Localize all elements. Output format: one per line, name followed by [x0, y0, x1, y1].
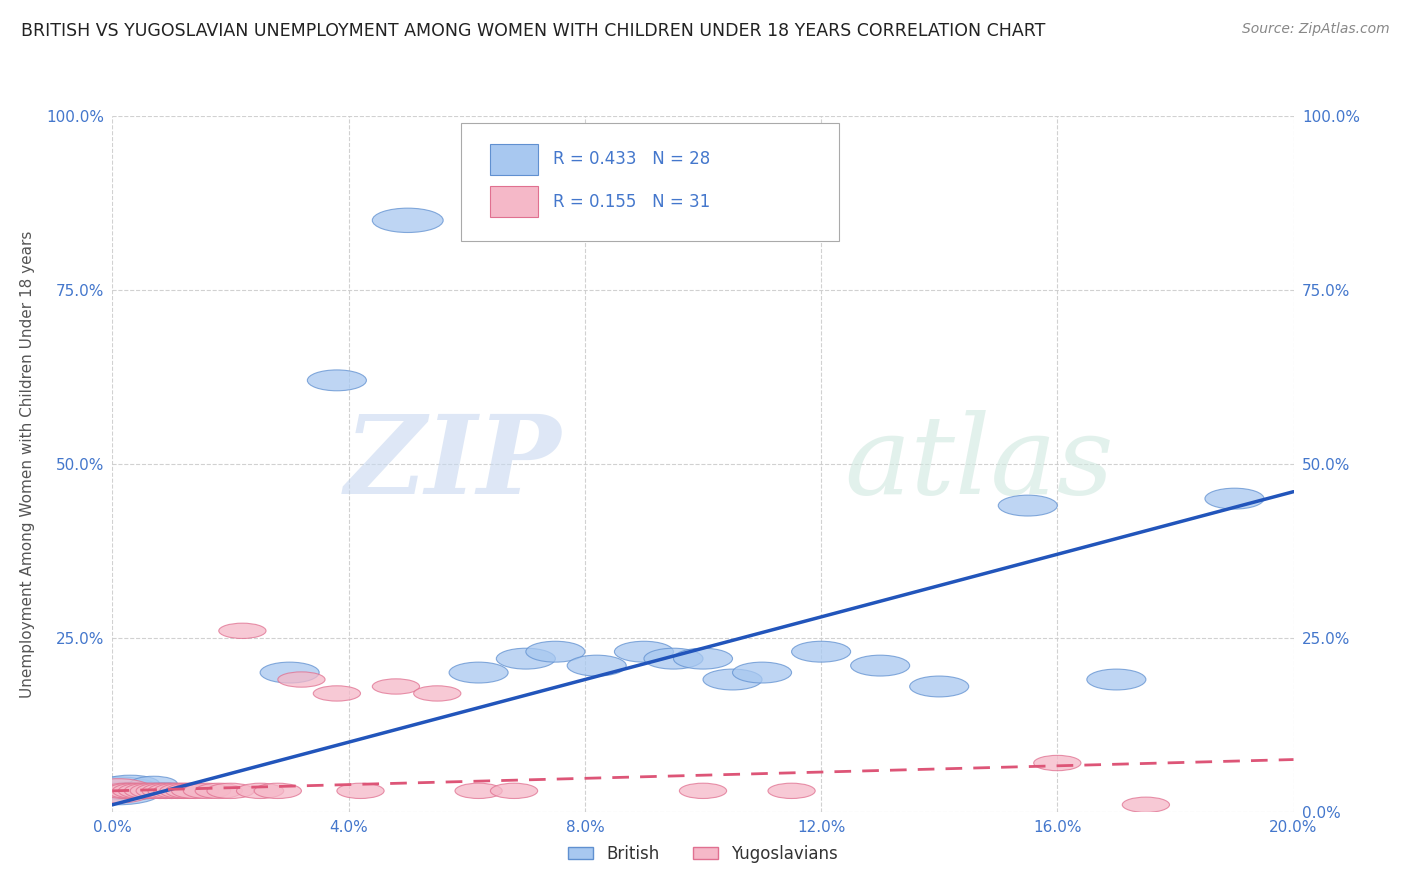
Ellipse shape [219, 624, 266, 639]
Ellipse shape [703, 669, 762, 690]
Ellipse shape [94, 782, 153, 799]
Ellipse shape [124, 783, 172, 798]
Ellipse shape [195, 783, 242, 798]
Text: R = 0.155   N = 31: R = 0.155 N = 31 [553, 193, 710, 211]
Ellipse shape [278, 672, 325, 687]
Ellipse shape [153, 783, 201, 798]
Ellipse shape [733, 662, 792, 683]
Ellipse shape [456, 783, 502, 798]
Ellipse shape [254, 783, 301, 798]
FancyBboxPatch shape [491, 186, 537, 217]
Ellipse shape [1122, 797, 1170, 813]
Ellipse shape [136, 783, 183, 798]
Ellipse shape [1033, 756, 1081, 771]
Ellipse shape [107, 783, 153, 798]
Text: atlas: atlas [845, 410, 1115, 517]
Ellipse shape [118, 783, 166, 798]
Ellipse shape [567, 655, 626, 676]
Ellipse shape [413, 686, 461, 701]
Y-axis label: Unemployment Among Women with Children Under 18 years: Unemployment Among Women with Children U… [20, 230, 35, 698]
Ellipse shape [75, 777, 163, 805]
Legend: British, Yugoslavians: British, Yugoslavians [561, 838, 845, 870]
Ellipse shape [183, 783, 231, 798]
Ellipse shape [998, 495, 1057, 516]
Ellipse shape [373, 208, 443, 233]
Ellipse shape [148, 783, 195, 798]
Ellipse shape [136, 783, 183, 798]
Ellipse shape [101, 775, 160, 793]
Text: BRITISH VS YUGOSLAVIAN UNEMPLOYMENT AMONG WOMEN WITH CHILDREN UNDER 18 YEARS COR: BRITISH VS YUGOSLAVIAN UNEMPLOYMENT AMON… [21, 22, 1046, 40]
Ellipse shape [166, 783, 212, 798]
Ellipse shape [131, 776, 177, 791]
Ellipse shape [1087, 669, 1146, 690]
Ellipse shape [112, 783, 160, 798]
Ellipse shape [148, 783, 195, 798]
Ellipse shape [260, 662, 319, 683]
Ellipse shape [83, 779, 153, 803]
Ellipse shape [207, 783, 254, 798]
Ellipse shape [337, 783, 384, 798]
Text: R = 0.433   N = 28: R = 0.433 N = 28 [553, 150, 710, 168]
Ellipse shape [107, 782, 166, 799]
Ellipse shape [131, 783, 177, 798]
Text: ZIP: ZIP [344, 410, 561, 517]
Ellipse shape [910, 676, 969, 697]
Ellipse shape [314, 686, 360, 701]
Ellipse shape [142, 783, 190, 798]
Ellipse shape [160, 783, 207, 798]
Ellipse shape [614, 641, 673, 662]
Ellipse shape [496, 648, 555, 669]
Ellipse shape [679, 783, 727, 798]
Ellipse shape [449, 662, 508, 683]
Ellipse shape [124, 783, 172, 798]
Ellipse shape [673, 648, 733, 669]
Ellipse shape [768, 783, 815, 798]
FancyBboxPatch shape [461, 123, 839, 241]
Text: Source: ZipAtlas.com: Source: ZipAtlas.com [1241, 22, 1389, 37]
Ellipse shape [526, 641, 585, 662]
Ellipse shape [101, 783, 148, 798]
Ellipse shape [373, 679, 419, 694]
Ellipse shape [1205, 488, 1264, 509]
FancyBboxPatch shape [491, 144, 537, 175]
Ellipse shape [792, 641, 851, 662]
Ellipse shape [172, 783, 219, 798]
Ellipse shape [644, 648, 703, 669]
Ellipse shape [491, 783, 537, 798]
Ellipse shape [142, 783, 190, 798]
Ellipse shape [118, 783, 166, 798]
Ellipse shape [851, 655, 910, 676]
Ellipse shape [236, 783, 284, 798]
Ellipse shape [308, 370, 367, 391]
